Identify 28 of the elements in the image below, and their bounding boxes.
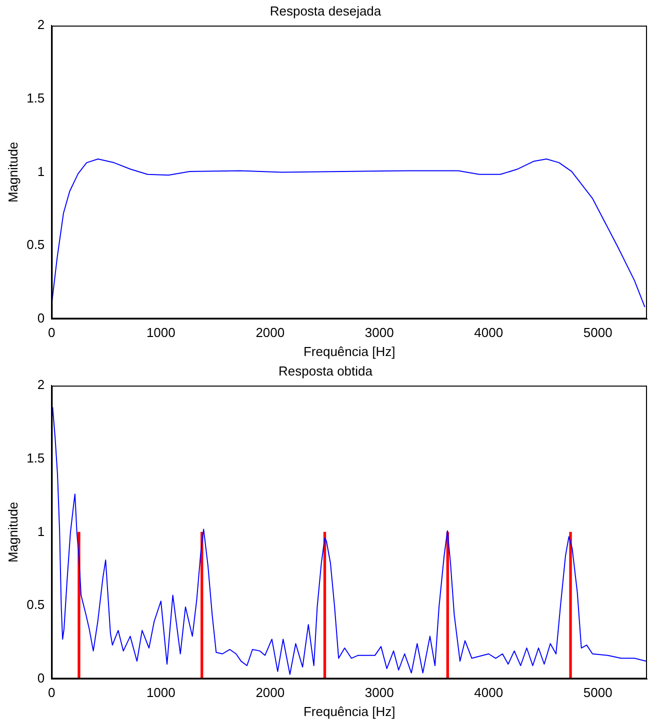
x-tick-label: 3000 [364, 685, 394, 700]
x-tick-label: 1000 [146, 685, 176, 700]
x-tick-label: 0 [48, 685, 56, 700]
x-tick-label: 4000 [474, 685, 504, 700]
y-tick-label: 1 [37, 524, 45, 539]
y-tick-label: 1.5 [26, 90, 45, 106]
x-tick-label: 2000 [256, 685, 285, 700]
y-tick-label: 0 [37, 310, 45, 326]
chart-title: Resposta obtida [278, 363, 374, 378]
y-tick-label: 1.5 [26, 450, 45, 466]
y-axis-title: Magnitude [5, 142, 20, 203]
y-tick-label: 0.5 [26, 237, 45, 252]
x-tick-label: 2000 [256, 325, 285, 340]
x-tick-label: 4000 [474, 325, 504, 340]
x-tick-label: 5000 [583, 685, 612, 700]
x-axis-title: Frequência [Hz] [303, 344, 396, 359]
x-tick-label: 1000 [146, 325, 176, 340]
chart-title: Resposta desejada [270, 3, 382, 18]
x-tick-label: 0 [48, 325, 56, 340]
y-axis-title: Magnitude [5, 502, 20, 563]
x-tick-label: 5000 [583, 325, 612, 340]
y-tick-label: 0.5 [26, 597, 45, 612]
y-tick-label: 2 [37, 377, 45, 392]
y-tick-label: 0 [37, 670, 45, 686]
y-tick-label: 1 [37, 164, 45, 179]
y-tick-label: 2 [37, 17, 45, 32]
x-tick-label: 3000 [364, 325, 394, 340]
x-axis-title: Frequência [Hz] [303, 704, 396, 719]
